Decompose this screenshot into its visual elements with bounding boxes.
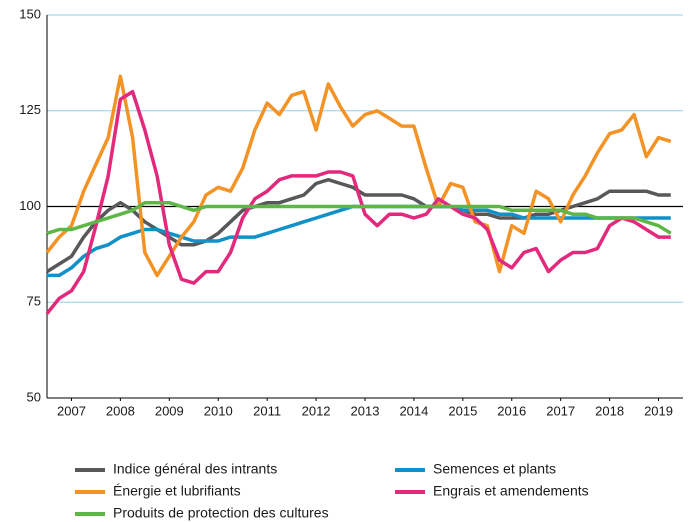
- x-tick-label: 2019: [644, 403, 673, 418]
- x-tick-label: 2016: [497, 403, 526, 418]
- legend-label: Engrais et amendements: [433, 483, 589, 499]
- series-line: [45, 89, 671, 315]
- x-tick-label: 2018: [595, 403, 624, 418]
- x-tick-label: 2008: [106, 403, 135, 418]
- x-tick-label: 2013: [351, 403, 380, 418]
- x-tick-label: 2007: [57, 403, 86, 418]
- x-tick-label: 2009: [155, 403, 184, 418]
- x-tick-label: 2014: [399, 403, 428, 418]
- series-line: [45, 74, 672, 278]
- x-tick-label: 2010: [204, 403, 233, 418]
- x-tick-label: 2012: [302, 403, 331, 418]
- y-tick-label: 50: [27, 389, 41, 404]
- legend-label: Énergie et lubrifiants: [113, 483, 241, 499]
- y-tick-label: 150: [19, 6, 41, 21]
- x-tick-label: 2011: [253, 403, 281, 418]
- legend-label: Produits de protection des cultures: [113, 505, 329, 521]
- legend-label: Semences et plants: [433, 461, 556, 477]
- y-tick-label: 125: [19, 102, 41, 117]
- y-tick-label: 75: [27, 294, 41, 309]
- x-tick-label: 2017: [546, 403, 575, 418]
- legend-label: Indice général des intrants: [113, 461, 277, 477]
- series-line: [46, 200, 672, 235]
- x-tick-label: 2015: [448, 403, 477, 418]
- y-tick-label: 100: [19, 198, 41, 213]
